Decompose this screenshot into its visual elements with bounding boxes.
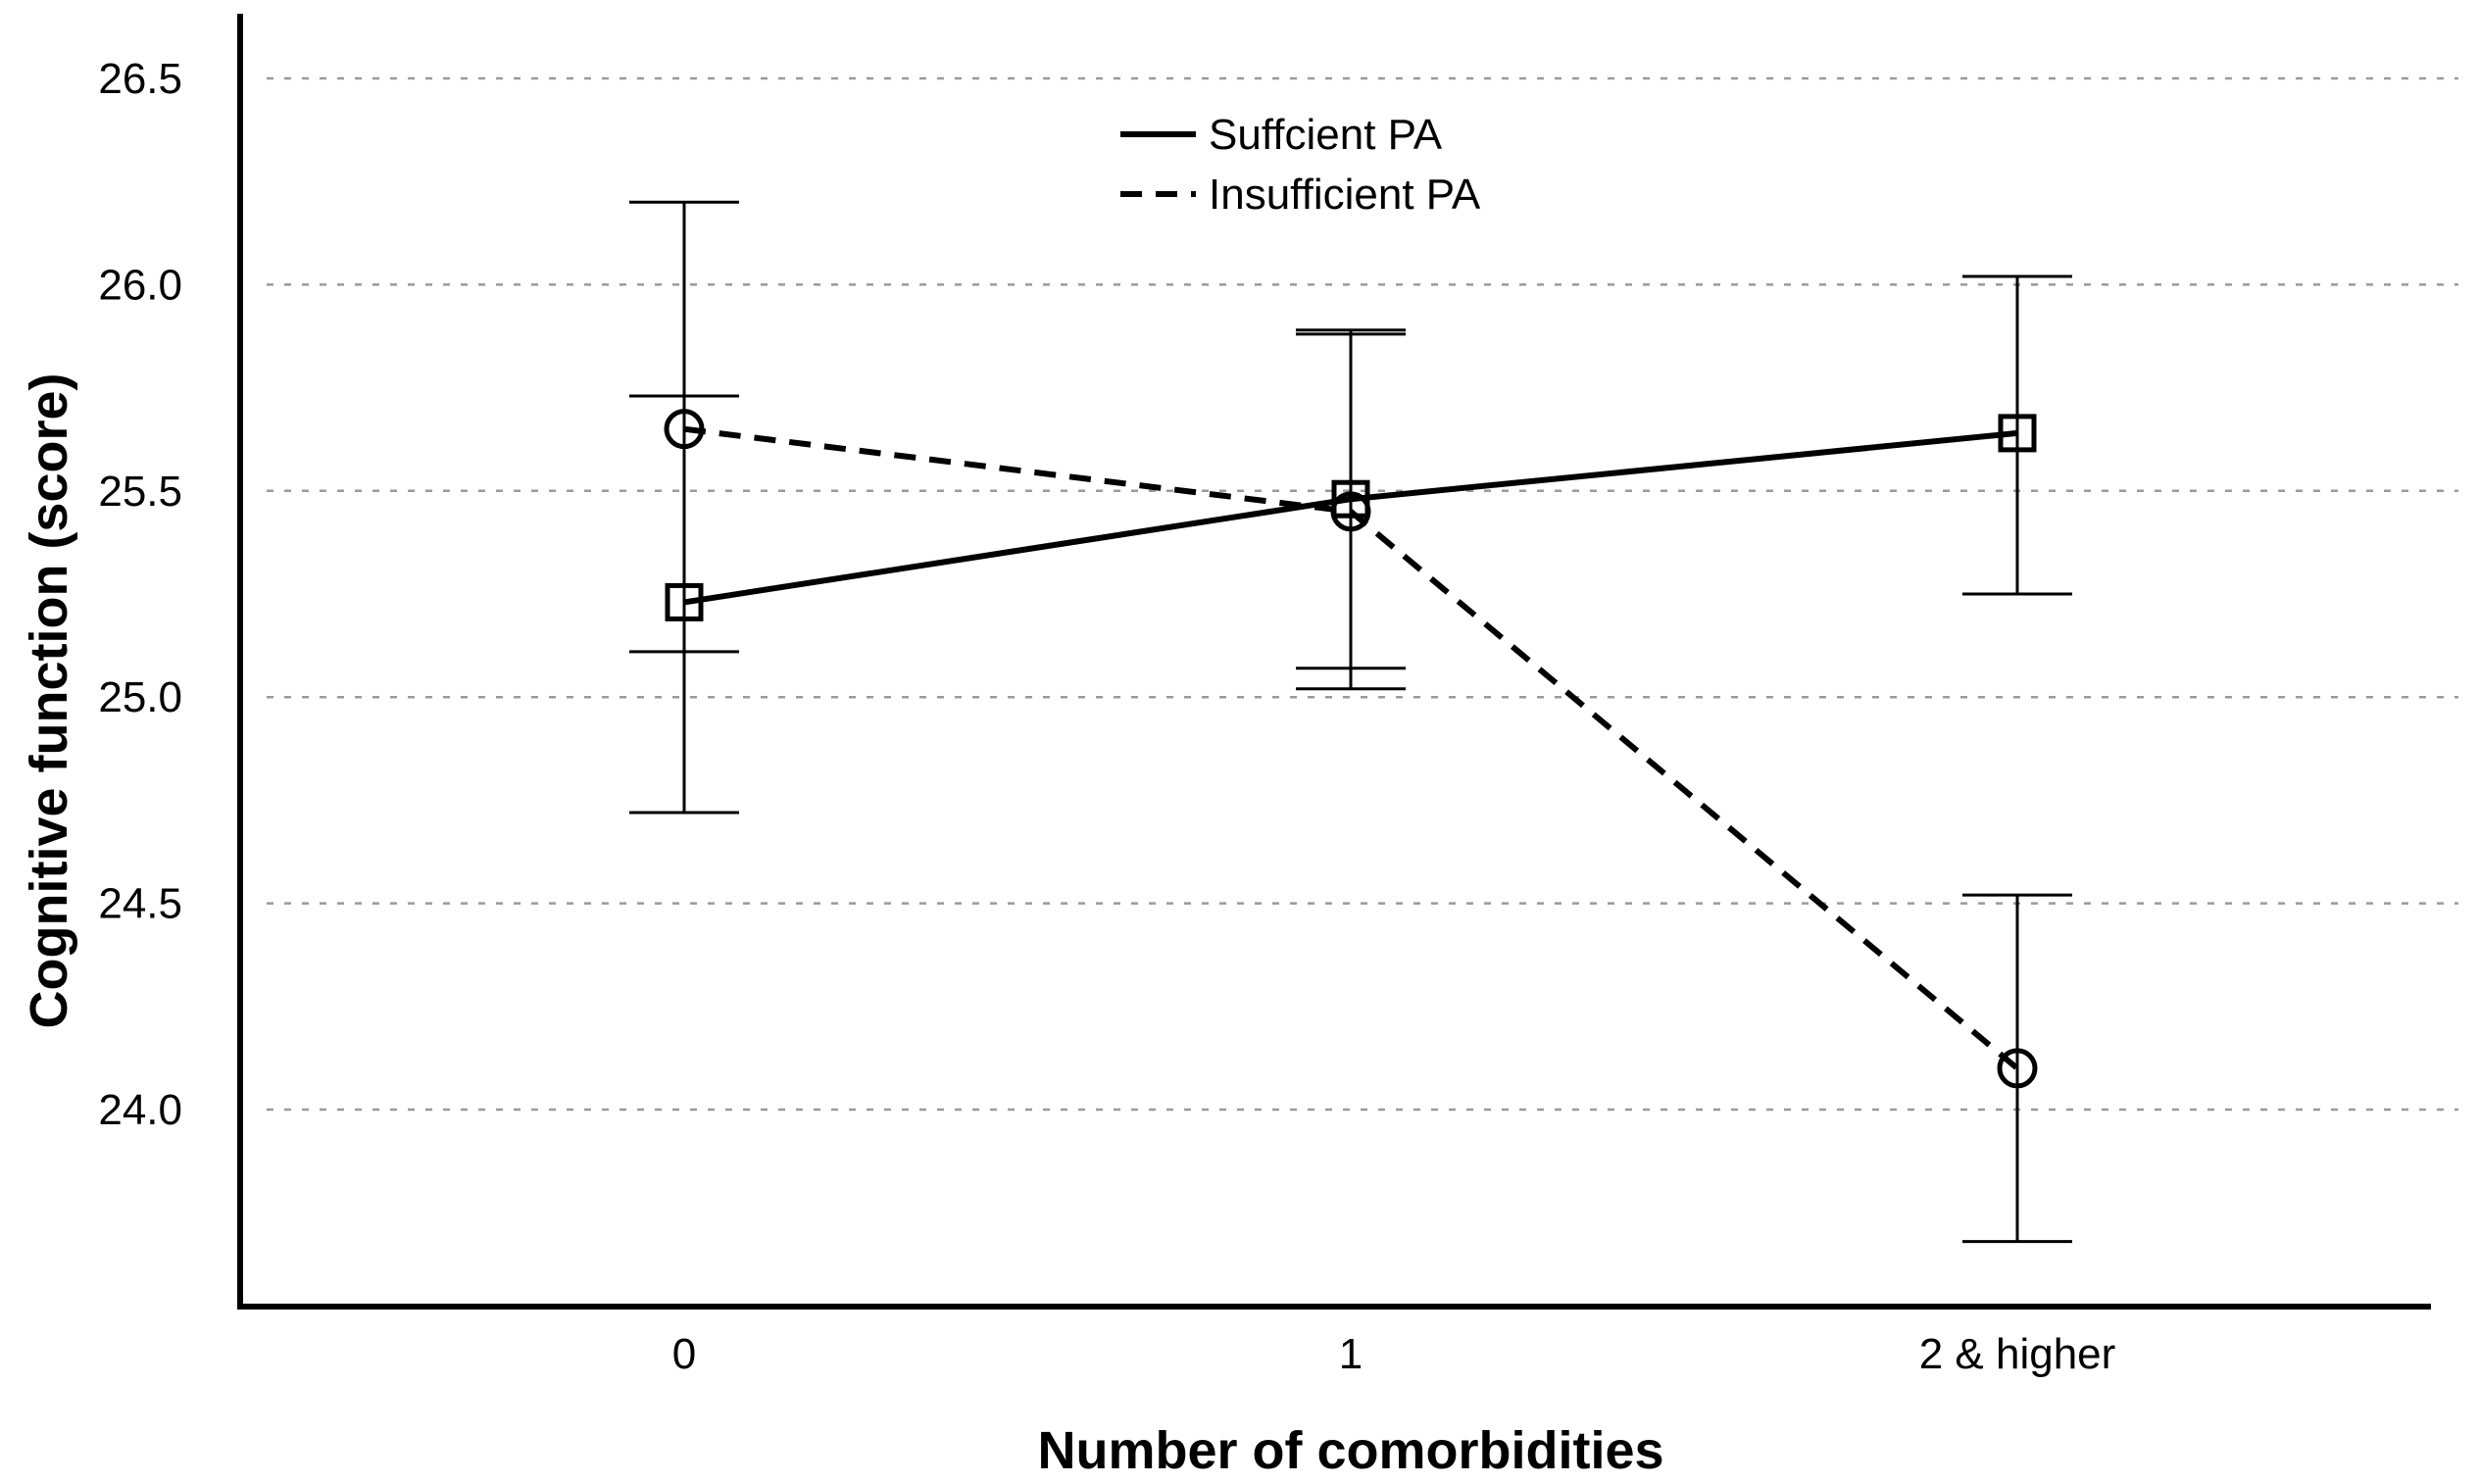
gridlines (267, 76, 2458, 1112)
y-tick-label-2: 25.0 (98, 673, 182, 721)
y-axis-title: Cognitive function (score) (20, 372, 78, 1028)
legend-label-sufficient-pa: Suffcient PA (1209, 111, 1443, 159)
series-line-1 (683, 425, 2019, 1071)
x-tick-label-0: 0 (672, 1330, 696, 1378)
series-line-0 (683, 429, 2018, 606)
marker-circle-s1-2 (1997, 1048, 2038, 1089)
marker-circle-s1-1 (1330, 491, 1371, 532)
y-tick-labels: 24.0 24.5 25.0 25.5 26.0 26.5 (98, 55, 182, 1134)
series-markers (664, 409, 2038, 1089)
error-bars (629, 200, 2072, 1244)
legend-label-insufficient-pa: Insufficient PA (1209, 171, 1481, 219)
x-axis-title: Number of comorbidities (1037, 1421, 1663, 1480)
y-tick-label-4: 26.0 (98, 261, 182, 309)
marker-square-s0-1 (1331, 479, 1370, 519)
marker-square-s0-0 (665, 582, 704, 621)
x-tick-labels: 0 1 2 & higher (672, 1330, 2116, 1378)
marker-square-s0-2 (1998, 414, 2037, 453)
y-tick-label-3: 25.5 (98, 468, 182, 516)
y-tick-label-0: 24.0 (98, 1086, 182, 1134)
series-lines (683, 425, 2019, 1071)
y-tick-label-5: 26.5 (98, 55, 182, 103)
legend: Suffcient PA Insufficient PA (1120, 111, 1481, 219)
marker-circle-s1-0 (664, 409, 705, 450)
x-tick-label-2: 2 & higher (1919, 1330, 2116, 1378)
y-tick-label-1: 24.5 (98, 880, 182, 928)
x-tick-label-1: 1 (1339, 1330, 1363, 1378)
